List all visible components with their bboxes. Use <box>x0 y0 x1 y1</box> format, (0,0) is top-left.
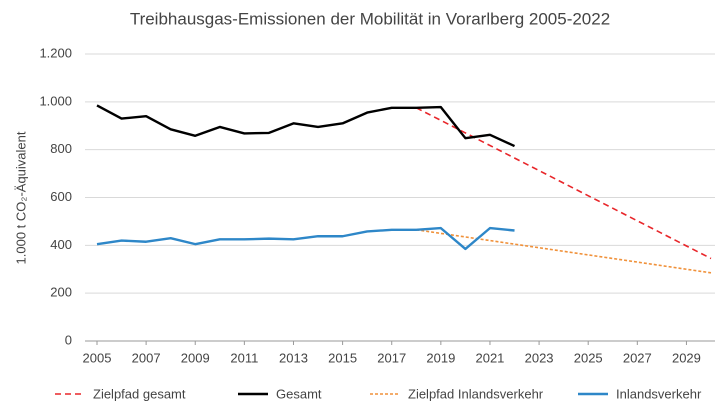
chart-title: Treibhausgas-Emissionen der Mobilität in… <box>130 9 610 28</box>
y-tick-label: 0 <box>65 332 72 347</box>
y-tick-label: 200 <box>50 285 72 300</box>
x-tick-label: 2007 <box>132 350 161 365</box>
x-tick-label: 2021 <box>475 350 504 365</box>
x-tick-label: 2027 <box>623 350 652 365</box>
x-tick-label: 2023 <box>525 350 554 365</box>
y-tick-label: 1.200 <box>39 45 72 60</box>
legend-label: Gesamt <box>276 386 322 401</box>
y-tick-label: 1.000 <box>39 93 72 108</box>
y-tick-label: 800 <box>50 141 72 156</box>
line-series <box>96 104 516 148</box>
x-tick-label: 2013 <box>279 350 308 365</box>
x-tick-label: 2005 <box>83 350 112 365</box>
legend-label: Zielpfad gesamt <box>93 386 186 401</box>
line-series <box>415 107 712 260</box>
legend-label: Zielpfad Inlandsverkehr <box>408 386 544 401</box>
line-series <box>96 226 515 251</box>
x-tick-label: 2015 <box>328 350 357 365</box>
x-tick-label: 2011 <box>230 350 258 365</box>
x-tick-label: 2025 <box>574 350 603 365</box>
x-tick-label: 2017 <box>377 350 406 365</box>
y-tick-label: 400 <box>50 237 72 252</box>
y-axis-label: 1.000 t CO₂-Äquivalent <box>13 131 28 264</box>
legend-label: Inlandsverkehr <box>616 386 702 401</box>
y-tick-label: 600 <box>50 189 72 204</box>
x-tick-label: 2019 <box>426 350 455 365</box>
x-tick-label: 2029 <box>672 350 701 365</box>
x-tick-label: 2009 <box>181 350 210 365</box>
